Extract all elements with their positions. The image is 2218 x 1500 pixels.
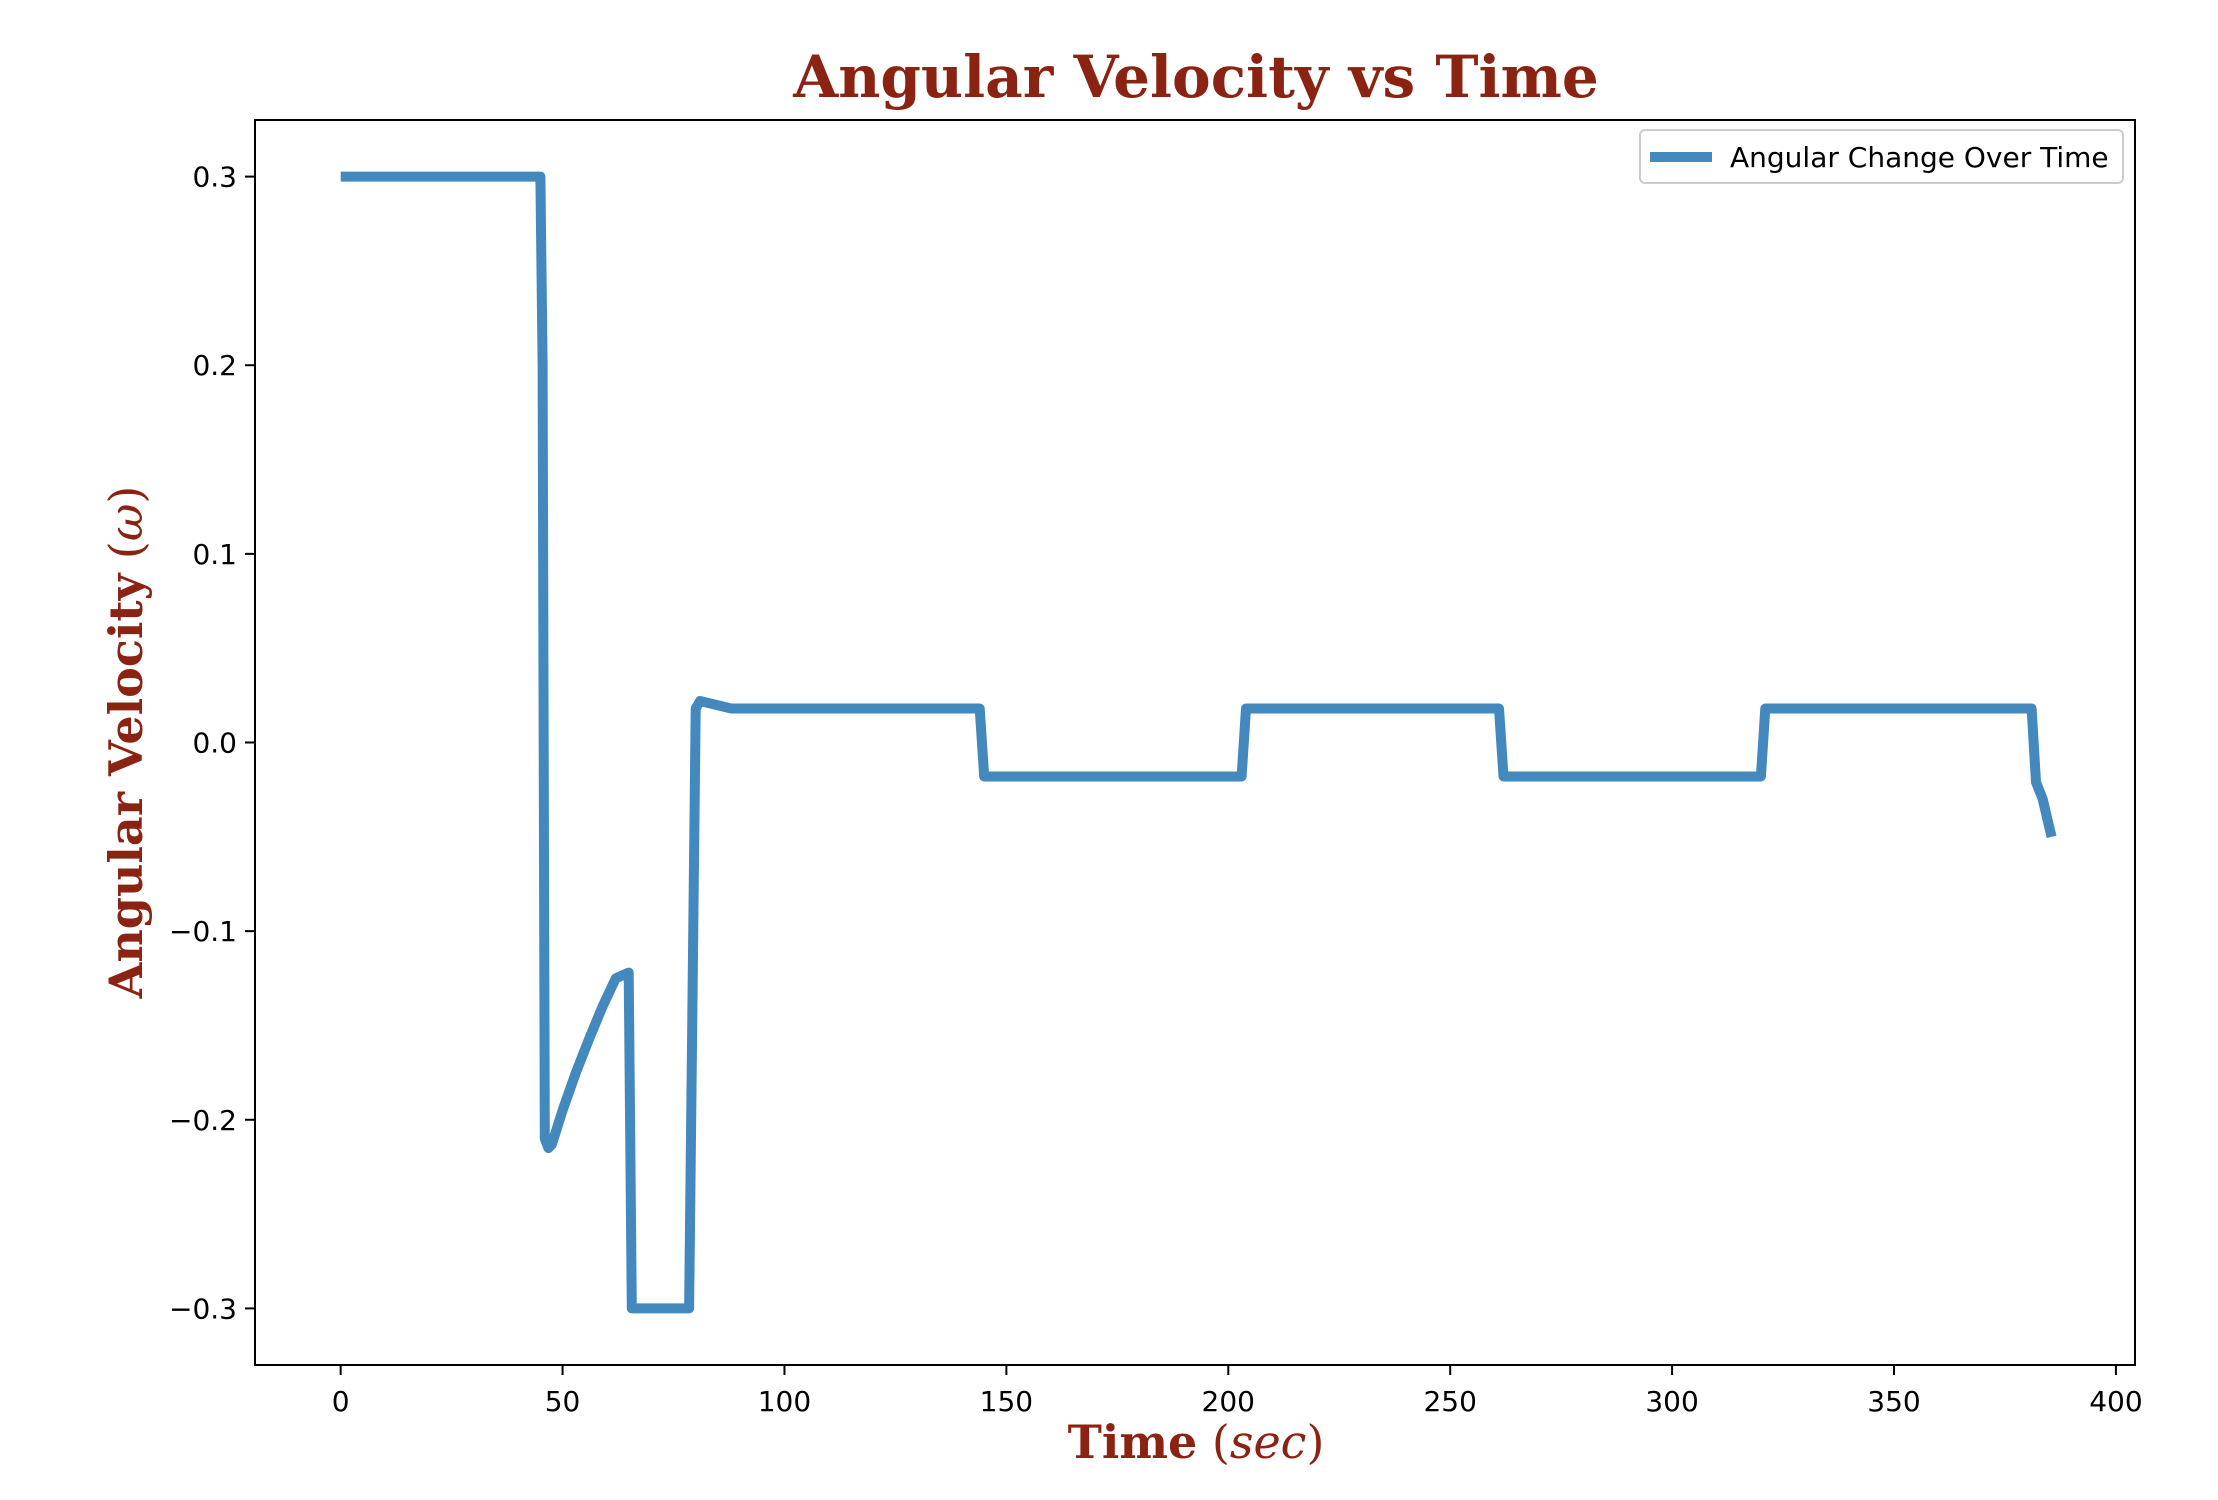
x-axis-label: Time (sec) — [1068, 1415, 1325, 1469]
x-tick-label: 0 — [332, 1385, 350, 1418]
legend: Angular Change Over Time — [1639, 129, 2124, 184]
y-tick-label: 0.3 — [192, 161, 237, 194]
x-tick-label: 200 — [1202, 1385, 1255, 1418]
y-tick-label: 0.1 — [192, 538, 237, 571]
x-axis-unit: sec — [1230, 1415, 1307, 1469]
x-tick-label: 100 — [758, 1385, 811, 1418]
x-axis-ticks: 0 50 100 150 200 250 300 350 400 — [332, 1365, 2143, 1418]
plot-area: 0 50 100 150 200 250 300 350 400 0.3 0.2 0.1 0.0 −0.… — [169, 119, 2143, 1418]
x-axis-label-text: Time — [1068, 1415, 1198, 1469]
y-axis-unit: ω — [99, 504, 153, 542]
y-tick-label: 0.0 — [192, 727, 237, 760]
x-tick-label: 50 — [545, 1385, 581, 1418]
x-tick-label: 300 — [1645, 1385, 1698, 1418]
y-tick-label: −0.1 — [169, 915, 237, 948]
chart-title: Angular Velocity vs Time — [792, 43, 1599, 111]
y-tick-label: −0.3 — [169, 1292, 237, 1325]
legend-label: Angular Change Over Time — [1730, 141, 2109, 174]
x-tick-label: 250 — [1423, 1385, 1476, 1418]
y-tick-label: −0.2 — [169, 1104, 237, 1137]
y-axis-label-text: Angular Velocity — [99, 572, 153, 999]
series-line — [340, 171, 2057, 1314]
x-tick-label: 350 — [1867, 1385, 1920, 1418]
y-tick-label: 0.2 — [192, 349, 237, 382]
legend-box — [1639, 129, 2124, 184]
series-layer — [340, 171, 2057, 1314]
y-axis-ticks: 0.3 0.2 0.1 0.0 −0.1 −0.2 −0.3 — [169, 161, 255, 1325]
x-tick-label: 400 — [2089, 1385, 2142, 1418]
y-axis-label: Angular Velocity (ω) — [99, 486, 153, 1000]
x-tick-label: 150 — [980, 1385, 1033, 1418]
